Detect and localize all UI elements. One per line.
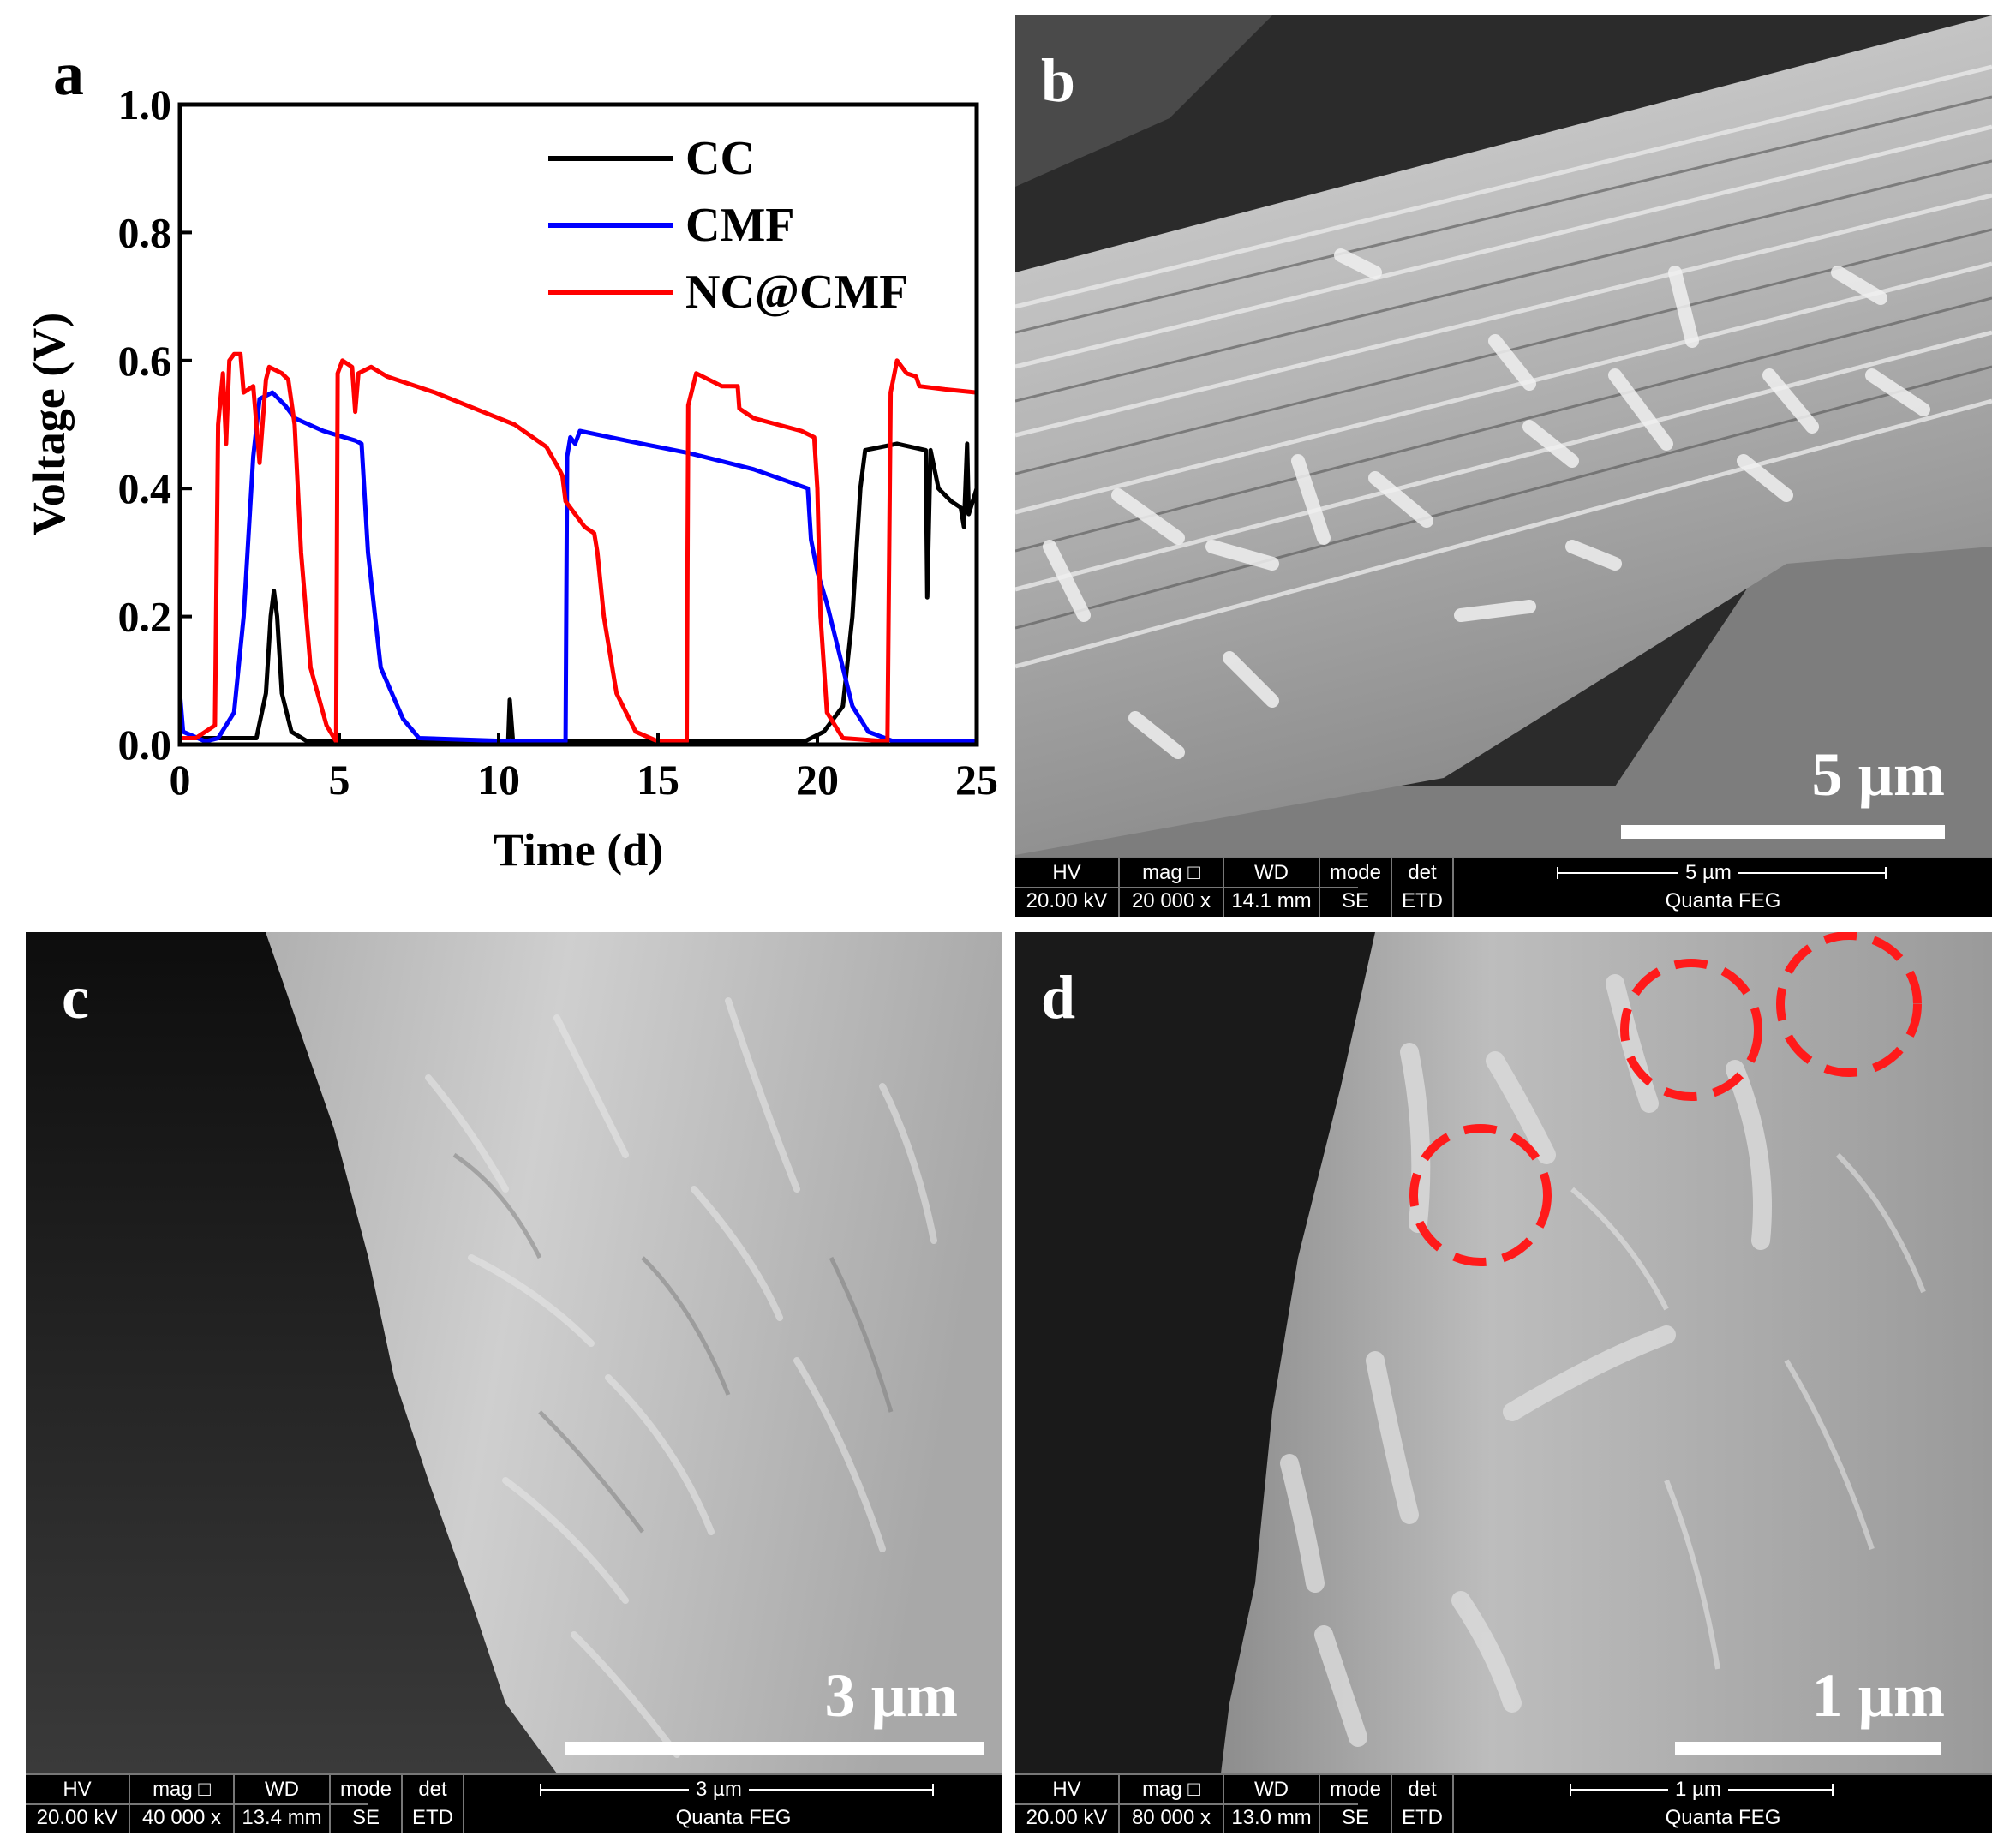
legend-label: CMF [685,199,795,252]
y-tick-label: 0.6 [118,337,172,385]
scale-bar-label-c: 3 µm [824,1661,958,1730]
x-tick-label: 25 [955,756,998,804]
sem-micrograph-c [26,932,1002,1773]
info-scale-b: 5 µm Quanta FEG [1454,858,1992,917]
panel-letter-d: d [1041,963,1076,1032]
y-tick-label: 1.0 [118,81,172,129]
series-line-cc [180,441,977,744]
sem-info-bar-c: HV 20.00 kV mag □ 40 000 x WD 13.4 mm mode S… [26,1773,1002,1833]
sem-micrograph-b [1015,15,1992,857]
info-wd-b: WD 14.1 mm [1224,858,1320,917]
instrument-name-d: Quanta FEG [1665,1806,1781,1829]
info-hv-d: HV 20.00 kV [1015,1775,1120,1833]
info-separator [1015,887,1358,888]
x-tick-label: 15 [637,756,679,804]
scale-bar-label-d: 1 µm [1811,1661,1945,1730]
highlight-circle-1 [1409,1124,1552,1266]
info-wd-d: WD 13.0 mm [1224,1775,1320,1833]
panel-letter-c: c [62,963,89,1032]
panel-b-sem-image: b 5 µm HV 20.00 kV mag □ 20 000 x WD 14.1 m… [1015,15,1992,917]
info-mag-b: mag □ 20 000 x [1120,858,1224,917]
info-scale-label-c: 3 µm [689,1778,749,1802]
highlight-circle-3 [1776,932,1922,1077]
sem-micrograph-d [1015,932,1992,1773]
info-separator [1015,1803,1358,1805]
scale-bar-b [1621,825,1945,839]
x-tick-label: 5 [329,756,350,804]
info-mode-c: mode SE [331,1775,403,1833]
info-det-c: det ETD [403,1775,464,1833]
panel-letter-b: b [1041,46,1076,115]
info-scale-label-d: 1 µm [1668,1778,1728,1802]
instrument-name-c: Quanta FEG [675,1806,792,1829]
panel-letter-a: a [53,39,84,108]
info-hv-c: HV 20.00 kV [26,1775,130,1833]
y-tick-label: 0.4 [118,464,172,512]
x-axis-label: Time (d) [494,824,664,876]
y-tick-label: 0.0 [118,721,172,769]
info-separator [26,1803,368,1805]
info-det-b: det ETD [1392,858,1454,917]
y-tick-label: 0.8 [118,208,172,256]
info-hv-b: HV 20.00 kV [1015,858,1120,917]
panel-c-sem-image: c 3 µm HV 20.00 kV mag □ 40 000 x WD 13.4 m… [26,932,1002,1833]
voltage-time-chart: 0 5 10 15 20 25 0.0 0.2 0.4 0.6 0.8 1.0 CC CMF NC@CMF… [23,81,998,876]
instrument-name-b: Quanta FEG [1665,889,1781,912]
y-tick-label: 0.2 [118,593,172,641]
y-axis-label: Voltage (V) [23,313,75,535]
scale-bar-label-b: 5 µm [1811,740,1945,809]
sem-info-bar-b: HV 20.00 kV mag □ 20 000 x WD 14.1 mm mode S… [1015,857,1992,917]
x-tick-label: 20 [796,756,839,804]
legend-label: CC [685,132,755,185]
scale-bar-d [1675,1742,1941,1755]
info-mag-d: mag □ 80 000 x [1120,1775,1224,1833]
scale-bar-c [565,1742,984,1755]
info-mode-d: mode SE [1320,1775,1392,1833]
info-det-d: det ETD [1392,1775,1454,1833]
x-tick-label: 10 [477,756,520,804]
x-tick-label: 0 [170,756,191,804]
info-scale-d: 1 µm Quanta FEG [1454,1775,1992,1833]
sem-info-bar-d: HV 20.00 kV mag □ 80 000 x WD 13.0 mm mode S… [1015,1773,1992,1833]
series-line-nc-cmf [180,351,977,744]
plot-frame [177,102,979,747]
info-scale-label-b: 5 µm [1678,861,1738,885]
info-mag-c: mag □ 40 000 x [130,1775,235,1833]
legend-label: NC@CMF [685,266,908,319]
highlight-circle-2 [1620,959,1762,1101]
info-mode-b: mode SE [1320,858,1392,917]
panel-a-chart: 0 5 10 15 20 25 0.0 0.2 0.4 0.6 0.8 1.0 CC CMF NC@CMF… [0,0,1002,917]
info-wd-c: WD 13.4 mm [235,1775,331,1833]
info-scale-c: 3 µm Quanta FEG [464,1775,1002,1833]
panel-d-sem-image: d 1 µm HV 20.00 kV mag □ 80 000 x WD 13.0 m… [1015,932,1992,1833]
